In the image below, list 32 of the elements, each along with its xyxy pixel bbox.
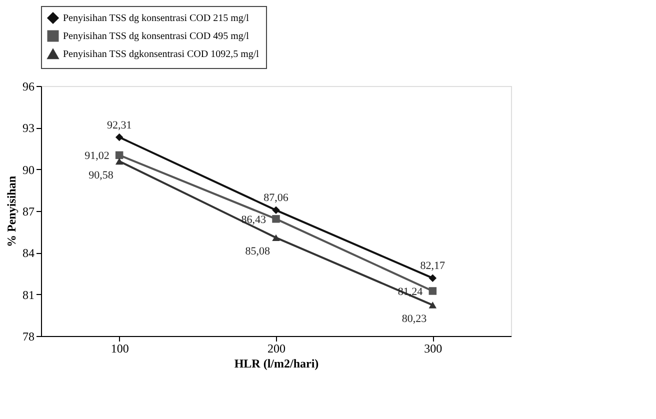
point (115, 133, 124, 142)
legend-label: Penyisihan TSS dg konsentrasi COD 495 mg/l (63, 31, 250, 42)
data-label: 91,02 (84, 150, 110, 162)
y-tick-label: 93 (22, 121, 34, 136)
data-label: 86,43 (241, 214, 266, 226)
x-tick-label: 300 (424, 342, 442, 356)
data-label: 82,17 (420, 260, 446, 272)
x-tick-label: 100 (110, 342, 129, 356)
y-tick-label: 87 (22, 204, 34, 218)
legend-label: Penyisihan TSS dgkonsentrasi COD 1092,5 mg/l (63, 49, 260, 60)
point (428, 287, 437, 295)
point (272, 215, 280, 223)
y-tick-label: 81 (22, 288, 34, 302)
data-label: 80,23 (402, 313, 428, 326)
y-tick-label: 90 (22, 162, 34, 177)
data-label: 90,58 (88, 169, 114, 182)
point (428, 274, 437, 282)
y-tick-label: 84 (22, 246, 34, 260)
point (115, 151, 124, 160)
point (115, 158, 124, 165)
data-label: 92,31 (106, 119, 132, 132)
x-tick-label: 200 (268, 342, 286, 356)
y-tick-label: 96 (22, 80, 34, 94)
point (428, 302, 437, 308)
point (272, 206, 280, 214)
point (272, 234, 280, 242)
x-axis-title: HLR (l/m2/hari) (234, 356, 319, 370)
y-axis-title: % Penyisihan (4, 176, 18, 248)
data-label: 87,06 (264, 192, 289, 204)
legend-label: Penyisihan TSS dg konsentrasi COD 215 mg/l (63, 13, 250, 24)
y-tick-label: 78 (22, 330, 34, 344)
data-label: 85,08 (245, 246, 270, 258)
